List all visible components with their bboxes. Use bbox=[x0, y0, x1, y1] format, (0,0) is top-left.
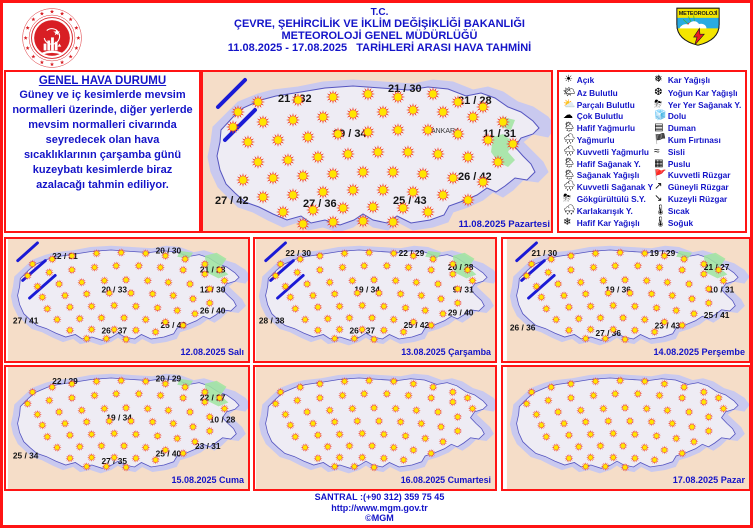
svg-text:26 / 40: 26 / 40 bbox=[200, 306, 226, 316]
svg-text:27 / 42: 27 / 42 bbox=[215, 195, 249, 207]
svg-text:25 / 41: 25 / 41 bbox=[704, 310, 730, 320]
svg-text:11.08.2025 Pazartesi: 11.08.2025 Pazartesi bbox=[459, 219, 550, 230]
svg-text:29 / 40: 29 / 40 bbox=[448, 307, 474, 317]
svg-text:25 / 34: 25 / 34 bbox=[13, 450, 39, 460]
svg-text:21 / 30: 21 / 30 bbox=[388, 83, 422, 95]
svg-text:21 / 30: 21 / 30 bbox=[532, 248, 558, 258]
svg-text:26 / 36: 26 / 36 bbox=[510, 322, 536, 332]
svg-text:12 / 30: 12 / 30 bbox=[200, 284, 226, 294]
svg-text:10 / 28: 10 / 28 bbox=[210, 415, 236, 425]
svg-text:20 / 33: 20 / 33 bbox=[101, 284, 127, 294]
svg-text:25 / 42: 25 / 42 bbox=[404, 320, 430, 330]
svg-text:10 / 31: 10 / 31 bbox=[709, 284, 735, 294]
svg-text:23 / 31: 23 / 31 bbox=[195, 441, 221, 451]
svg-text:27 / 41: 27 / 41 bbox=[13, 316, 39, 326]
svg-text:27 / 36: 27 / 36 bbox=[303, 198, 337, 210]
svg-text:28 / 38: 28 / 38 bbox=[259, 316, 285, 326]
